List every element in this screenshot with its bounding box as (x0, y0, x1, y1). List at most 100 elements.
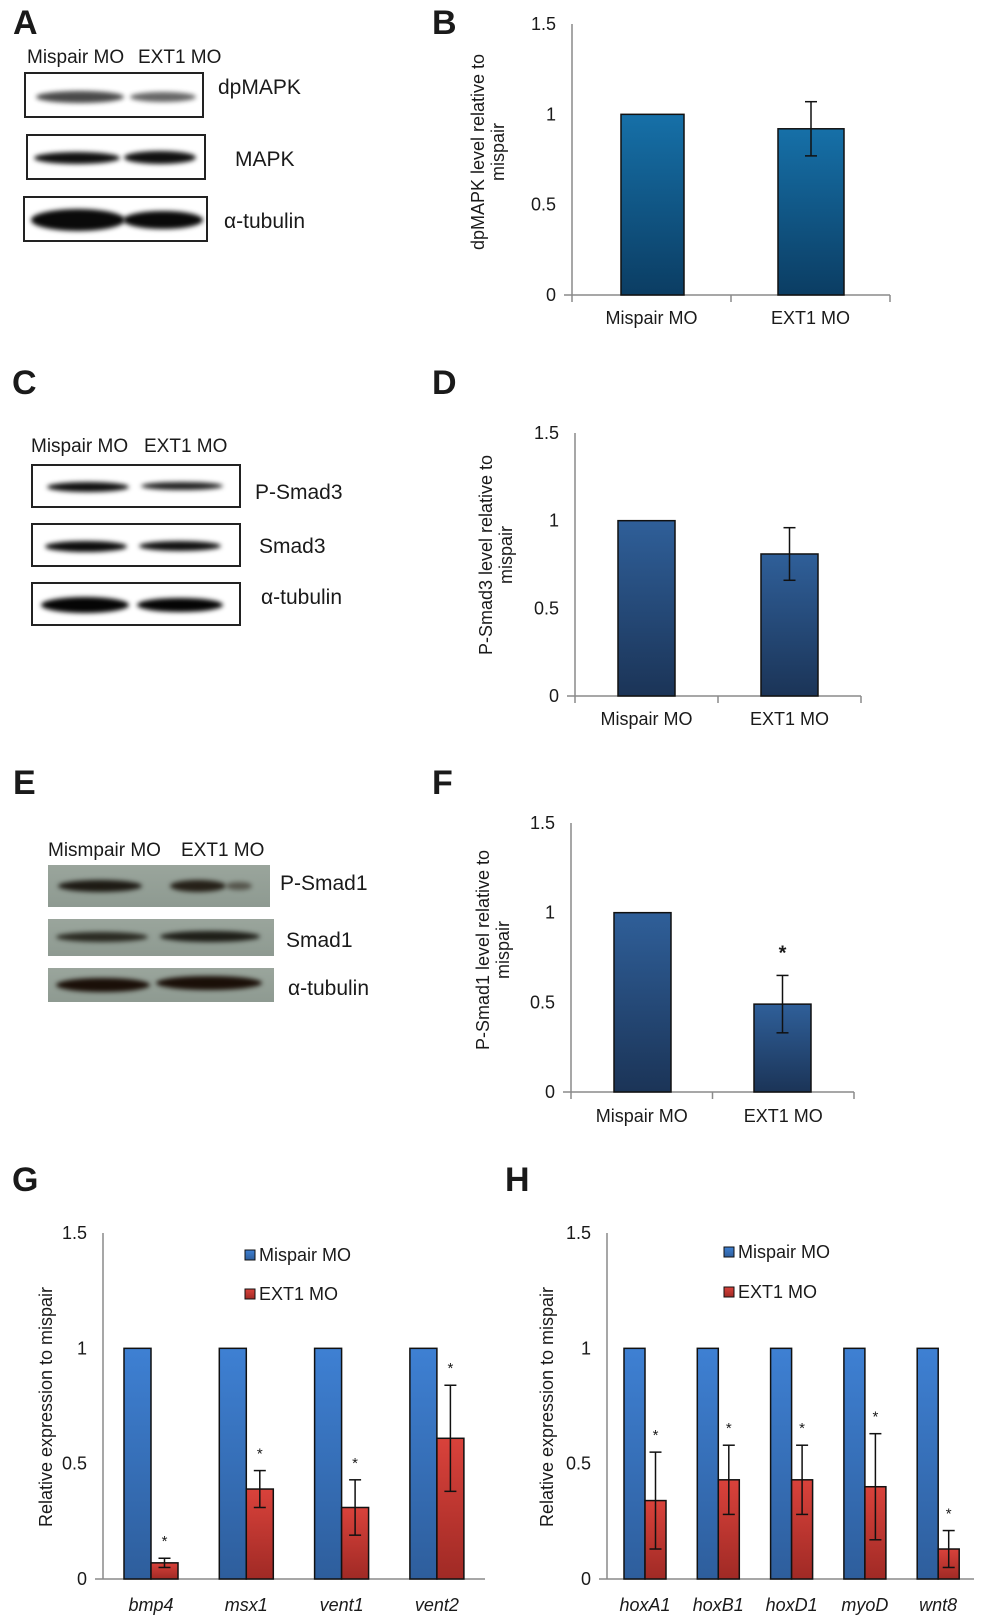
y-tick-label: 1.5 (566, 1223, 591, 1243)
legend-swatch-ext1-mo (723, 1286, 735, 1298)
legend-label: Mispair MO (259, 1245, 351, 1265)
x-category-label: myoD (841, 1595, 888, 1615)
significance-asterisk: * (257, 1446, 263, 1463)
legend-swatch-ext1-mo (244, 1288, 256, 1300)
y-tick-label: 1 (546, 104, 556, 124)
bar-vent2-mispair-mo (409, 1347, 438, 1580)
significance-asterisk: * (946, 1506, 952, 1523)
x-category-label: Mispair MO (596, 1106, 688, 1126)
x-category-label: vent2 (415, 1595, 459, 1615)
blot-label-alpha-tubulin: α-tubulin (261, 586, 343, 609)
y-tick-label: 0 (549, 686, 559, 706)
legend-label: EXT1 MO (738, 1282, 817, 1302)
blot-label-p-smad1: P-Smad1 (280, 872, 368, 895)
significance-asterisk: * (447, 1360, 453, 1377)
lane-label-ext1: EXT1 MO (181, 840, 265, 861)
chart-panel-g: 0 0.5 1 1.5 Relative expression to mispair * b… (36, 1223, 485, 1615)
y-axis-label: mispair (496, 526, 516, 584)
y-tick-label: 1.5 (534, 423, 559, 443)
blot-label-p-smad3: P-Smad3 (255, 481, 343, 504)
panel-letter-f: F (432, 764, 453, 802)
legend-label: Mispair MO (738, 1242, 830, 1262)
y-axis-label: mispair (488, 123, 508, 181)
significance-asterisk: * (726, 1420, 732, 1437)
x-category-label: Mispair MO (605, 308, 697, 328)
blot-dpmapk (24, 72, 204, 118)
x-category-label: EXT1 MO (771, 308, 850, 328)
blot-smad3 (31, 523, 241, 567)
lane-label-mispair: Mismpair MO (48, 840, 161, 861)
chart-panel-h: 0 0.5 1 1.5 Relative expression to mispair * h… (537, 1223, 974, 1615)
y-axis-label: mispair (493, 921, 513, 979)
y-tick-label: 0.5 (530, 992, 555, 1012)
y-tick-label: 0 (581, 1569, 591, 1589)
blot-label-smad1: Smad1 (286, 929, 353, 952)
bar-bmp4-mispair-mo (123, 1347, 152, 1580)
panel-letter-e: E (13, 764, 36, 802)
x-category-label: hoxB1 (693, 1595, 744, 1615)
bar-hoxd1-mispair-mo (769, 1347, 793, 1580)
blot-alpha-tubulin (31, 582, 241, 626)
significance-asterisk: * (352, 1455, 358, 1472)
x-category-label: EXT1 MO (750, 709, 829, 729)
bar-vent1-mispair-mo (313, 1347, 343, 1580)
legend: Mispair MO EXT1 MO (723, 1242, 830, 1302)
blot-label-mapk: MAPK (235, 148, 295, 171)
lane-label-ext1: EXT1 MO (144, 436, 228, 457)
y-tick-label: 1.5 (531, 14, 556, 34)
bar-myod-mispair-mo (843, 1347, 866, 1580)
x-category-label: msx1 (225, 1595, 268, 1615)
y-tick-label: 1 (545, 903, 555, 923)
legend-label: EXT1 MO (259, 1284, 338, 1304)
blot-alpha-tubulin (23, 196, 208, 242)
bar-msx1-mispair-mo (218, 1347, 248, 1580)
x-category-label: hoxD1 (766, 1595, 818, 1615)
blot-label-dpmapk: dpMAPK (218, 76, 301, 99)
significance-asterisk: * (653, 1427, 659, 1444)
y-tick-label: 1 (77, 1338, 87, 1358)
y-tick-label: 0.5 (531, 195, 556, 215)
bar-mispair-mo (613, 911, 672, 1093)
lane-label-mispair: Mispair MO (27, 47, 125, 68)
chart-panel-f: 0 0.5 1 1.5 P-Smad1 level relative to mispair… (473, 813, 855, 1126)
y-tick-label: 0 (546, 285, 556, 305)
blot-label-alpha-tubulin: α-tubulin (288, 977, 370, 1000)
bar-hoxa1-mispair-mo (623, 1347, 646, 1580)
bar-hoxb1-mispair-mo (696, 1347, 720, 1580)
y-tick-label: 1 (581, 1338, 591, 1358)
y-tick-label: 1 (549, 511, 559, 531)
legend-swatch-mispair-mo (244, 1249, 256, 1261)
y-axis-label: dpMAPK level relative to (468, 54, 488, 250)
y-tick-label: 0.5 (566, 1454, 591, 1474)
significance-asterisk: * (779, 942, 787, 964)
y-axis-label: P-Smad1 level relative to (473, 850, 493, 1050)
bar-mispair-mo (617, 519, 676, 697)
blot-p-smad3 (31, 464, 241, 508)
blot-smad1 (48, 919, 274, 956)
y-tick-label: 0.5 (534, 598, 559, 618)
panel-letter-c: C (12, 364, 37, 402)
y-tick-label: 0.5 (62, 1454, 87, 1474)
significance-asterisk: * (872, 1409, 878, 1426)
y-tick-label: 0 (77, 1569, 87, 1589)
significance-asterisk: * (162, 1533, 168, 1550)
bar-wnt8-mispair-mo (916, 1347, 939, 1580)
panel-letter-h: H (505, 1161, 530, 1199)
blot-label-alpha-tubulin: α-tubulin (224, 210, 306, 233)
y-axis-label: Relative expression to mispair (36, 1287, 56, 1527)
x-category-label: bmp4 (128, 1595, 173, 1615)
panel-letter-b: B (432, 4, 457, 42)
y-tick-label: 1.5 (530, 813, 555, 833)
x-category-label: hoxA1 (619, 1595, 670, 1615)
blot-mapk (26, 134, 206, 180)
chart-panel-b: 0 0.5 1 1.5 dpMAPK level relative to mispair M… (468, 14, 891, 328)
lane-label-ext1: EXT1 MO (138, 47, 222, 68)
legend: Mispair MO EXT1 MO (244, 1245, 351, 1304)
legend-swatch-mispair-mo (723, 1246, 735, 1258)
x-category-label: Mispair MO (600, 709, 692, 729)
bar-mispair-mo (620, 113, 685, 296)
blot-p-smad1 (48, 865, 270, 907)
panel-letter-d: D (432, 364, 457, 402)
y-tick-label: 0 (545, 1082, 555, 1102)
